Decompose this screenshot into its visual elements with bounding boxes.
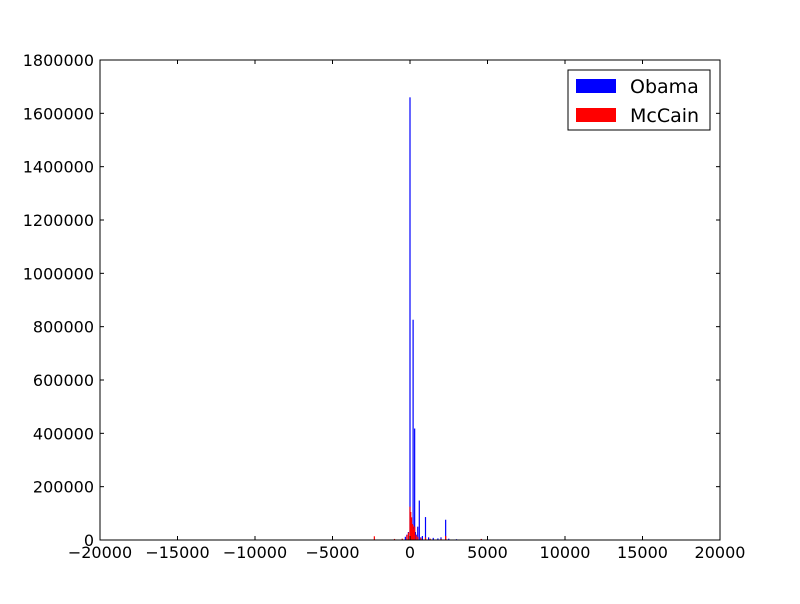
bar-obama-3 <box>409 97 411 540</box>
bar-mccain-8 <box>411 524 413 540</box>
bar-mccain-18 <box>445 536 447 540</box>
x-tick-label: 15000 <box>617 543 668 562</box>
bar-mccain-9 <box>412 525 414 540</box>
bar-mccain-3 <box>406 535 408 540</box>
y-tick-label: 200000 <box>33 478 94 497</box>
y-tick-label: 1600000 <box>23 104 94 123</box>
bar-obama-16 <box>424 517 427 540</box>
y-tick-label: 1800000 <box>23 51 94 70</box>
bar-obama-20 <box>440 537 442 540</box>
bar-obama-13 <box>418 500 420 540</box>
x-tick-label: 20000 <box>695 543 746 562</box>
bar-obama-0 <box>404 536 406 540</box>
bar-mccain-10 <box>413 529 415 540</box>
legend-label-obama: Obama <box>630 76 699 98</box>
legend-label-mccain: McCain <box>630 105 699 127</box>
bar-mccain-16 <box>429 538 431 540</box>
bar-obama-9 <box>414 428 416 540</box>
x-tick-label: 10000 <box>540 543 591 562</box>
ticks-layer: −20000 −15000 −10000 −5000 0 5000 10000 15000 20… <box>23 51 746 562</box>
bar-mccain-0 <box>373 536 375 540</box>
x-tick-label: 5000 <box>467 543 508 562</box>
bar-mccain-14 <box>420 537 422 540</box>
bar-mccain-12 <box>415 535 417 540</box>
x-tick-label: −20000 <box>68 543 132 562</box>
y-tick-label: 600000 <box>33 371 94 390</box>
bar-obama-17 <box>428 537 430 540</box>
y-tick-label: 1200000 <box>23 211 94 230</box>
y-tick-label: 1400000 <box>23 158 94 177</box>
bar-obama-22 <box>448 538 450 540</box>
bar-mccain-1 <box>393 538 396 540</box>
x-tick-label: 0 <box>405 543 415 562</box>
bar-mccain-2 <box>401 538 403 540</box>
y-tick-label: 800000 <box>33 318 94 337</box>
bar-mccain-15 <box>424 537 427 540</box>
y-tick-label: 400000 <box>33 424 94 443</box>
bars-layer <box>373 97 482 540</box>
x-tick-label: −5000 <box>305 543 359 562</box>
bar-mccain-19 <box>480 538 482 540</box>
bar-obama-7 <box>412 319 414 540</box>
bar-obama-12 <box>417 526 419 540</box>
bar-obama-19 <box>437 538 439 540</box>
bar-obama-10 <box>414 532 417 540</box>
x-tick-label: −15000 <box>145 543 209 562</box>
bar-mccain-6 <box>410 512 412 540</box>
legend: Obama McCain <box>567 69 711 131</box>
legend-swatch-obama <box>576 79 616 93</box>
y-tick-label: 1000000 <box>23 264 94 283</box>
bar-mccain-17 <box>440 538 442 540</box>
y-tick-label: 0 <box>84 531 94 550</box>
bar-obama-21 <box>445 519 447 540</box>
bar-mccain-5 <box>409 506 411 540</box>
x-tick-label: −10000 <box>223 543 287 562</box>
bar-mccain-11 <box>414 526 416 540</box>
bar-mccain-4 <box>407 532 410 540</box>
bar-obama-15 <box>421 536 423 540</box>
bar-mccain-7 <box>410 517 413 540</box>
bar-mccain-13 <box>417 536 419 540</box>
legend-swatch-mccain <box>576 108 616 122</box>
bar-obama-18 <box>432 537 434 540</box>
